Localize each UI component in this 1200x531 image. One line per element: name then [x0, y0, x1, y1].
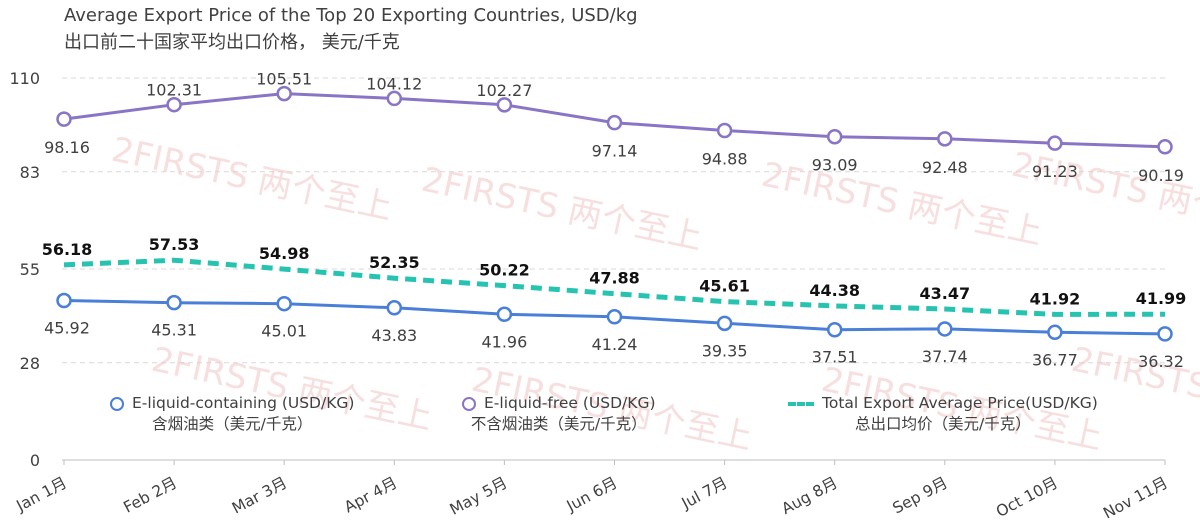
data-point: [606, 309, 623, 325]
data-label: 41.24: [592, 335, 638, 354]
data-label: 41.92: [1030, 289, 1081, 308]
data-label: 102.31: [146, 81, 202, 100]
data-point: [1047, 324, 1063, 341]
legend-item-total[interactable]: Total Export Average Price(USD/KG) 总出口均价…: [788, 393, 1098, 435]
x-tick-label: Jun 6月: [563, 474, 620, 516]
data-label: 105.51: [256, 70, 312, 89]
x-tick-label: Apr 4月: [341, 474, 400, 517]
data-label: 41.99: [1136, 289, 1187, 308]
data-label: 36.32: [1138, 352, 1184, 371]
data-point: [386, 300, 403, 316]
data-label: 97.14: [592, 142, 638, 161]
data-label: 39.35: [702, 341, 748, 360]
data-label: 94.88: [702, 150, 748, 169]
legend-label: Total Export Average Price(USD/KG): [822, 394, 1098, 412]
x-tick-label: May 5月: [447, 474, 510, 519]
y-tick-label: 55: [20, 260, 40, 279]
y-tick-label: 28: [20, 354, 40, 373]
y-tick-label: 110: [9, 69, 40, 88]
watermark-logo: 2FIRSTS 两个至上: [418, 160, 706, 259]
x-tick-label: Sep 9月: [890, 474, 951, 518]
data-label: 102.27: [476, 81, 532, 100]
data-point: [937, 321, 953, 337]
data-label: 90.19: [1138, 166, 1184, 185]
data-label: 43.83: [371, 326, 417, 345]
data-point: [166, 294, 182, 311]
data-point: [496, 97, 513, 113]
data-label: 45.01: [261, 322, 307, 341]
series-line-total: [63, 257, 1166, 317]
data-label: 37.51: [812, 348, 858, 367]
data-label: 57.53: [149, 235, 200, 254]
chart-title: Average Export Price of the Top 20 Expor…: [64, 2, 638, 56]
legend-sublabel: 总出口均价（美元/千克）: [855, 415, 1031, 433]
data-point: [56, 292, 72, 309]
data-point: [1157, 326, 1173, 342]
x-tick-label: Jan 1月: [13, 474, 70, 516]
data-point: [166, 96, 182, 113]
data-point: [276, 295, 292, 312]
data-point: [386, 90, 403, 107]
chart-title-english: Average Export Price of the Top 20 Expor…: [64, 5, 638, 26]
data-label: 41.96: [481, 332, 527, 351]
chart-title-chinese: 出口前二十国家平均出口价格， 美元/千克: [64, 32, 400, 53]
data-label: 37.74: [922, 347, 968, 366]
watermark-logo: 2FIRSTS 两个至上: [108, 130, 396, 229]
y-tick-label: 83: [20, 163, 40, 182]
x-tick-label: Nov 11月: [1100, 474, 1171, 523]
data-point: [276, 85, 292, 102]
data-point: [1047, 135, 1063, 151]
watermark-logo: 2FIRSTS 两个至上: [758, 155, 1046, 254]
data-label: 98.16: [44, 138, 90, 157]
data-label: 44.38: [809, 281, 860, 300]
legend-item-e-liquid-containing[interactable]: E-liquid-containing (USD/KG) 含烟油类（美元/千克）: [110, 393, 354, 435]
data-label: 92.48: [922, 158, 968, 177]
data-label: 54.98: [259, 244, 310, 263]
data-label: 50.22: [479, 261, 530, 280]
data-point: [56, 111, 72, 127]
data-label: 43.47: [919, 284, 970, 303]
legend-item-e-liquid-free[interactable]: E-liquid-free (USD/KG) 不含烟油类（美元/千克）: [462, 393, 656, 435]
data-label: 104.12: [366, 74, 422, 93]
data-label: 93.09: [812, 156, 858, 175]
legend-marker-circle-icon: [110, 396, 124, 411]
data-point: [496, 306, 513, 323]
data-label: 36.77: [1032, 350, 1078, 369]
legend-sublabel: 含烟油类（美元/千克）: [152, 415, 313, 433]
data-label: 45.31: [151, 321, 197, 340]
data-point: [937, 131, 953, 147]
legend-sublabel: 不含烟油类（美元/千克）: [470, 415, 647, 433]
data-point: [826, 321, 843, 338]
data-label: 45.92: [44, 319, 90, 338]
data-label: 56.18: [42, 240, 93, 259]
data-label: 45.61: [699, 277, 750, 296]
x-tick-label: Jul 7月: [678, 474, 731, 513]
data-point: [716, 315, 733, 332]
data-label: 91.23: [1032, 162, 1078, 181]
data-point: [1157, 139, 1173, 155]
legend-label: E-liquid-free (USD/KG): [484, 394, 656, 412]
data-label: 52.35: [369, 253, 420, 272]
data-point: [716, 122, 733, 139]
y-tick-label: 0: [30, 451, 40, 470]
legend-marker-dash-icon: [788, 401, 814, 406]
x-tick-label: Feb 2月: [121, 474, 180, 517]
data-point: [826, 128, 843, 145]
x-tick-label: Aug 8月: [779, 474, 841, 518]
legend-label: E-liquid-containing (USD/KG): [132, 394, 355, 412]
legend-marker-circle-icon: [462, 396, 476, 411]
data-label: 47.88: [589, 269, 640, 288]
data-point: [606, 114, 623, 131]
x-tick-label: Oct 10月: [993, 474, 1061, 521]
x-tick-label: Mar 3月: [229, 474, 290, 518]
